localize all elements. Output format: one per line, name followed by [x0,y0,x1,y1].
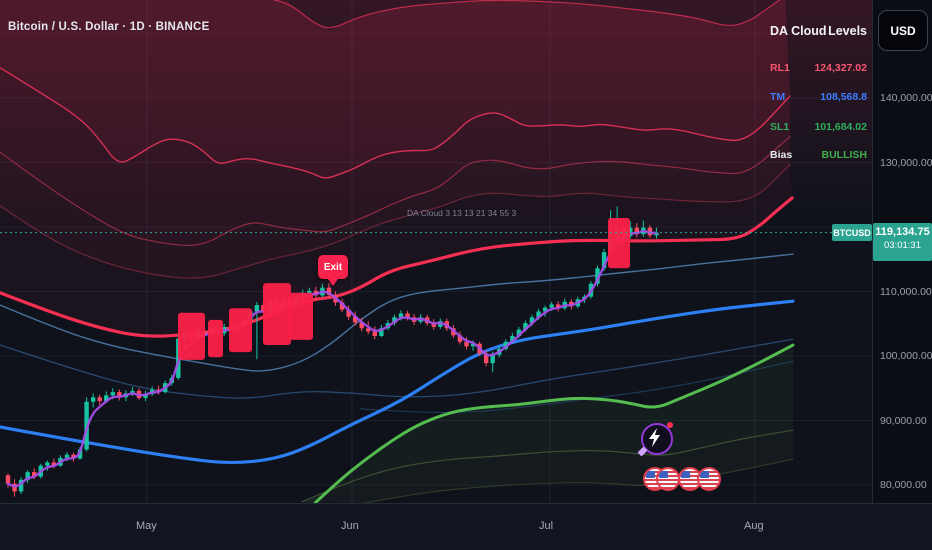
price-tick: 80,000.00 [880,479,927,491]
price-tick: 130,000.00 [880,156,932,169]
legend-row-rl1: RL1 124,327.02 [770,62,867,74]
tm-value: 108,568.8 [820,91,867,103]
indicator-status-line: DA Cloud 3 13 13 21 34 55 3 [407,208,517,218]
sl1-value: 101,684.02 [814,121,867,133]
month-tick: Aug [744,520,764,532]
legend-header-name: DA Cloud [770,24,827,38]
chart-canvas[interactable] [0,0,872,503]
price-tick: 100,000.00 [880,350,932,362]
rl1-value: 124,327.02 [814,62,867,74]
current-price-badge: 119,134.75 03:01:31 [873,223,932,261]
legend-header: DA Cloud Levels [770,24,867,38]
month-tick: Jun [341,520,359,532]
us-flag-event-icon[interactable] [697,467,721,491]
lightning-event-icon[interactable] [637,422,673,457]
indicator-legend: DA Cloud Levels RL1 124,327.02 TM 108,56… [770,24,867,161]
exit-signal-marker: Exit [318,255,348,286]
legend-row-sl1: SL1 101,684.02 [770,121,867,133]
time-axis[interactable]: May Jun Jul Aug [0,503,932,550]
month-tick: Jul [539,520,554,532]
bar-countdown: 03:01:31 [884,240,921,251]
price-tick: 140,000.00 [880,92,932,104]
current-price: 119,134.75 [875,226,930,238]
us-flag-event-icon[interactable] [656,467,680,491]
price-tick: 110,000.00 [880,285,932,298]
legend-row-tm: TM 108,568.8 [770,91,867,103]
symbol-title: Bitcoin / U.S. Dollar · 1D · BINANCE [8,21,210,33]
legend-header-levels: Levels [828,24,867,38]
legend-row-bias: Bias BULLISH [770,149,867,161]
currency-toggle-button[interactable]: USD [878,10,928,51]
notification-dot-icon [667,422,673,428]
symbol-price-chip: BTCUSD [832,224,872,241]
marker-pointer [328,279,338,286]
price-tick: 90,000.00 [880,414,927,427]
month-tick: May [136,520,157,532]
bias-value: BULLISH [821,149,868,161]
